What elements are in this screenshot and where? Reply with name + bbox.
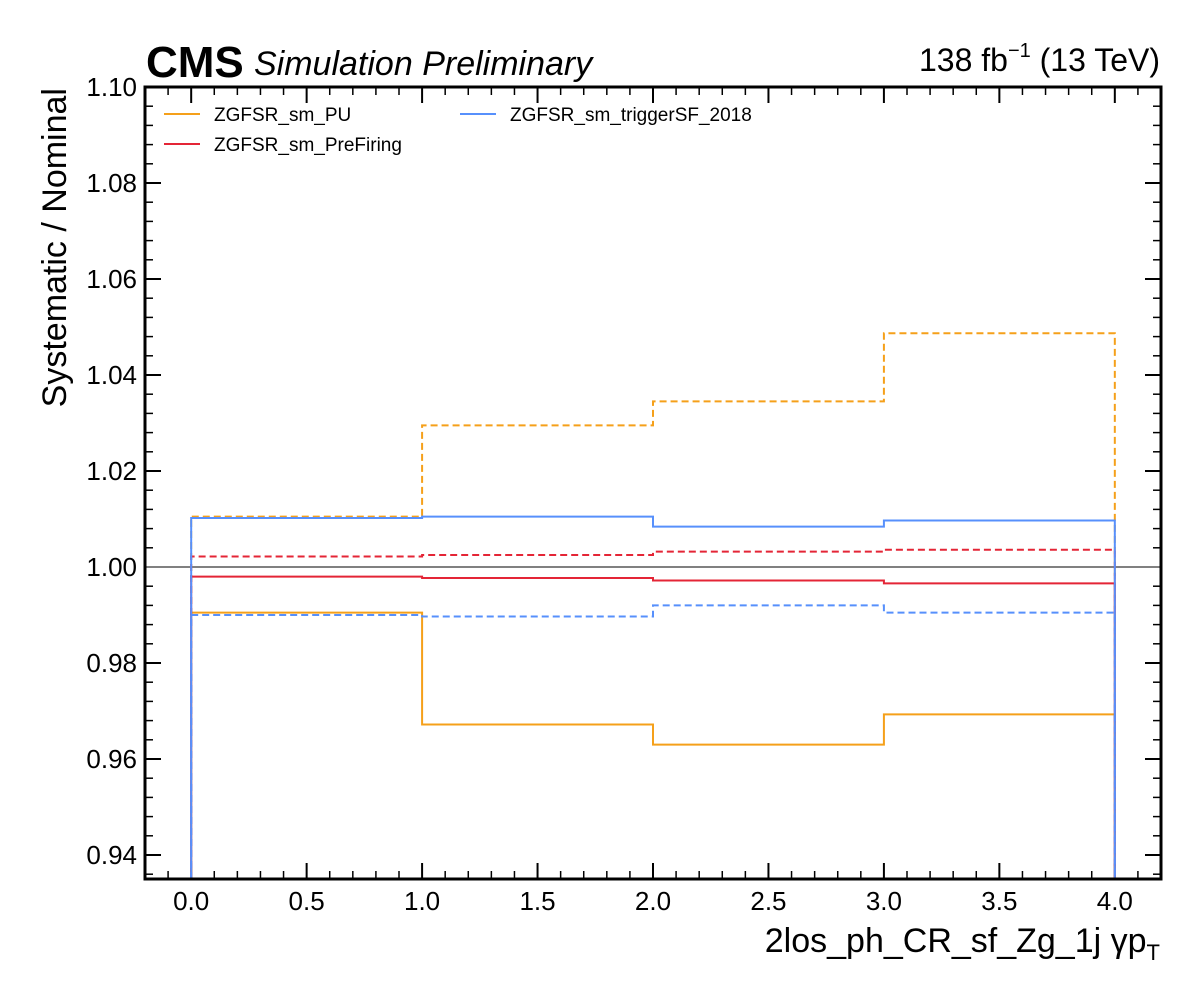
x-tick-label: 2.5 xyxy=(750,886,786,916)
series-zgfsr-sm-pu-up xyxy=(190,332,1116,879)
series-zgfsr-sm-triggersf-2018-down xyxy=(190,604,1116,879)
x-tick-label: 3.5 xyxy=(981,886,1017,916)
axis-tick-labels: 0.0 0.5 1.0 1.5 2.0 2.5 3.0 3.5 4.0 0.94 0.96 0.98 1… xyxy=(86,72,1133,916)
plot-frame xyxy=(143,85,1163,881)
energy-label: (13 TeV) xyxy=(1031,42,1160,78)
legend-label-pu: ZGFSR_sm_PU xyxy=(214,105,351,126)
x-tick-label: 2.0 xyxy=(635,886,671,916)
lumi-value: 138 fb xyxy=(919,42,1008,78)
x-tick-label: 0.0 xyxy=(173,886,209,916)
series-zgfsr-sm-prefiring-up xyxy=(190,548,1116,879)
lumi-exponent: −1 xyxy=(1008,40,1031,62)
y-tick-label: 1.08 xyxy=(86,168,137,198)
series-zgfsr-sm-triggersf-2018-up xyxy=(190,515,1116,879)
y-tick-label: 0.96 xyxy=(86,744,137,774)
y-tick-label: 1.02 xyxy=(86,456,137,486)
legend-label-triggersf: ZGFSR_sm_triggerSF_2018 xyxy=(510,105,752,126)
legend-label-prefiring: ZGFSR_sm_PreFiring xyxy=(214,135,402,156)
series-zgfsr-sm-prefiring-down xyxy=(190,575,1116,879)
axis-ticks xyxy=(144,86,1162,879)
legend: ZGFSR_sm_PU ZGFSR_sm_PreFiring ZGFSR_sm_… xyxy=(164,105,752,156)
x-axis-title-subscript: T xyxy=(1147,940,1160,965)
x-axis-title-main: 2los_ph_CR_sf_Zg_1j γp xyxy=(765,922,1147,960)
series-lines xyxy=(190,332,1116,879)
y-axis-title: Systematic / Nominal xyxy=(36,88,74,407)
simulation-preliminary-label: Simulation Preliminary xyxy=(254,45,594,83)
y-tick-label: 1.04 xyxy=(86,360,137,390)
cms-label: CMS xyxy=(146,38,244,87)
lumi-label: 138 fb−1 (13 TeV) xyxy=(919,40,1160,78)
x-tick-label: 4.0 xyxy=(1097,886,1133,916)
x-tick-label: 1.0 xyxy=(404,886,440,916)
x-tick-label: 0.5 xyxy=(289,886,325,916)
y-tick-label: 0.98 xyxy=(86,648,137,678)
y-tick-label: 0.94 xyxy=(86,840,137,870)
x-tick-label: 3.0 xyxy=(866,886,902,916)
y-tick-label: 1.06 xyxy=(86,264,137,294)
x-axis-title: 2los_ph_CR_sf_Zg_1j γpT xyxy=(765,922,1160,965)
y-tick-label: 1.10 xyxy=(86,72,137,102)
series-zgfsr-sm-pu-down xyxy=(190,611,1116,879)
y-tick-label: 1.00 xyxy=(86,552,137,582)
x-tick-label: 1.5 xyxy=(519,886,555,916)
